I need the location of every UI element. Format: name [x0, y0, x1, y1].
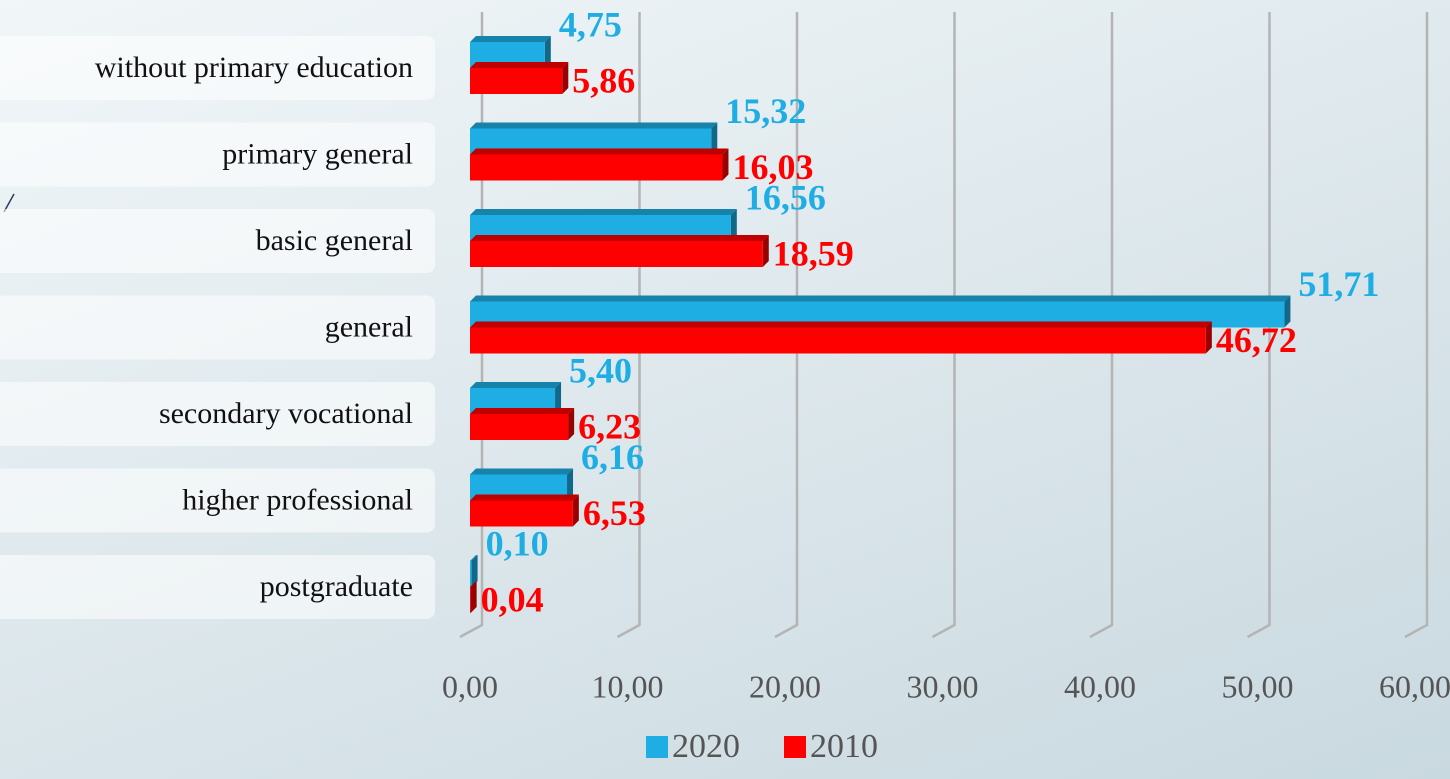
- category-box: [0, 295, 435, 360]
- x-tick-label: 40,00: [1064, 668, 1136, 704]
- bar-top: [470, 555, 478, 561]
- bar-side: [722, 148, 729, 181]
- bar: [470, 561, 472, 587]
- category-label: basic general: [256, 224, 413, 257]
- bar-top: [470, 382, 562, 388]
- grid-line: [774, 12, 799, 639]
- bar-side: [471, 555, 478, 587]
- data-label: 4,75: [559, 4, 622, 44]
- data-label: 0,04: [481, 579, 544, 619]
- grid-line: [1404, 12, 1429, 639]
- bar: [470, 154, 723, 181]
- data-label: 16,03: [732, 147, 813, 187]
- data-label: 6,16: [581, 437, 644, 477]
- category-label: higher professional: [182, 483, 413, 516]
- bar-top: [470, 209, 737, 215]
- bar-side: [567, 468, 574, 501]
- data-label: 46,72: [1216, 320, 1297, 360]
- category-box: [0, 209, 435, 273]
- bar: [470, 500, 573, 527]
- bar-top: [470, 468, 574, 475]
- x-tick-label: 30,00: [907, 668, 979, 704]
- bar-side: [730, 209, 737, 241]
- legend-label: 2020: [672, 728, 740, 765]
- bar: [470, 241, 763, 267]
- bar-side: [711, 122, 718, 155]
- category-box: [0, 382, 435, 446]
- data-label: 15,32: [725, 91, 806, 131]
- bar-top: [470, 581, 477, 587]
- x-tick-label: 20,00: [749, 668, 821, 704]
- category-label: general: [325, 310, 413, 343]
- category-box: [0, 122, 435, 187]
- x-tick-label: 10,00: [592, 668, 664, 704]
- data-label: 6,53: [583, 493, 646, 533]
- data-label: 0,10: [486, 523, 549, 563]
- bar: [470, 68, 563, 94]
- bar-top: [470, 295, 1291, 302]
- data-label: 51,71: [1298, 264, 1379, 304]
- bar-top: [470, 36, 551, 42]
- grid-line: [1246, 12, 1271, 639]
- bar-top: [470, 62, 569, 68]
- bar: [470, 414, 569, 440]
- data-label: 16,56: [745, 177, 826, 217]
- data-label: 5,86: [572, 60, 635, 100]
- data-label: 18,59: [773, 233, 854, 273]
- category-box: [0, 468, 435, 533]
- bar-side: [470, 581, 477, 613]
- bar: [470, 327, 1206, 354]
- bar-top: [470, 148, 729, 155]
- data-label: 5,40: [569, 350, 632, 390]
- category-box: [0, 36, 435, 100]
- x-tick-label: 60,00: [1379, 668, 1450, 704]
- category-label: secondary vocational: [159, 397, 413, 430]
- bar-top: [470, 321, 1212, 328]
- x-tick-label: 0,00: [442, 668, 498, 704]
- bar-top: [470, 408, 575, 414]
- bar-side: [544, 36, 551, 68]
- bar-side: [1205, 321, 1212, 354]
- bar-side: [562, 62, 569, 94]
- bar-side: [568, 408, 575, 440]
- bar-top: [470, 122, 718, 129]
- bar-top: [470, 494, 579, 501]
- bar-side: [762, 235, 769, 267]
- bar-side: [1284, 295, 1291, 328]
- legend-label: 2010: [810, 728, 878, 765]
- legend-swatch: [784, 736, 806, 758]
- bar-side: [572, 494, 579, 527]
- bar-top: [470, 235, 769, 241]
- category-label: without primary education: [95, 51, 413, 84]
- category-box: [0, 555, 435, 619]
- x-tick-label: 50,00: [1222, 668, 1294, 704]
- data-label: 6,23: [578, 406, 641, 446]
- grid-line: [931, 12, 956, 639]
- bar-side: [555, 382, 562, 414]
- bar: [470, 587, 471, 613]
- legend-swatch: [646, 736, 668, 758]
- grid-line: [1089, 12, 1114, 639]
- category-label: postgraduate: [260, 570, 413, 603]
- category-label: primary general: [222, 137, 413, 170]
